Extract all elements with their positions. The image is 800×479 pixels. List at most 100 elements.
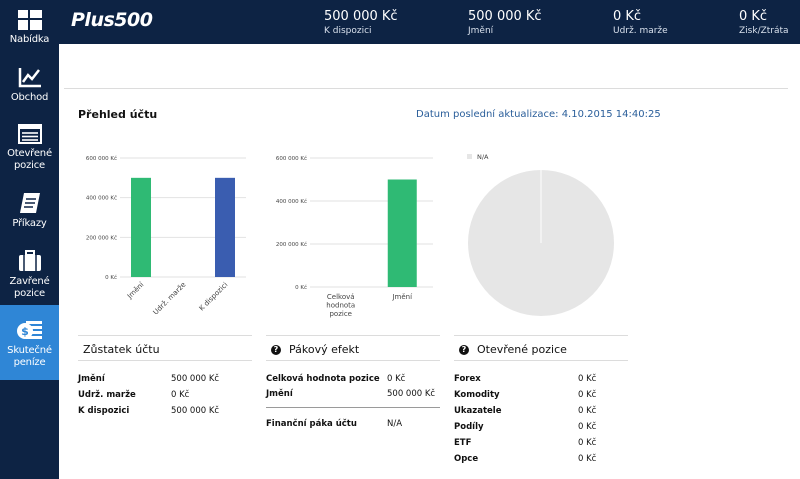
open-position-row: Opce 0 Kč (454, 454, 628, 466)
y-tick-label: 400 000 Kč (86, 195, 117, 202)
panel-divider (78, 360, 252, 361)
briefcase-icon (18, 250, 41, 271)
sidebar-item-prikazy[interactable]: Příkazy (0, 192, 59, 230)
balance-title: Zůstatek účtu (83, 343, 160, 356)
x-tick-label: Jmění (125, 280, 146, 301)
panel-divider (78, 335, 252, 336)
row-value: 0 Kč (578, 390, 597, 400)
leverage-total-divider (266, 407, 440, 408)
panel-divider (266, 335, 440, 336)
row-label: Jmění (78, 374, 105, 384)
legend-label: N/A (477, 153, 489, 161)
sidebar-item-nabidka[interactable]: Nabídka (0, 10, 59, 46)
bar[interactable] (215, 177, 235, 277)
y-tick-label: 400 000 Kč (276, 198, 307, 205)
sidebar-item-label: Nabídka (9, 34, 50, 45)
top-bar: Plus500 500 000 Kč K dispozici 500 000 K… (59, 0, 800, 44)
stat-label: Udrž. marže (613, 26, 668, 36)
stat-value: 0 Kč (739, 9, 768, 24)
open-position-row: ETF 0 Kč (454, 438, 628, 450)
open-position-row: Forex 0 Kč (454, 374, 628, 386)
list-icon (17, 124, 42, 144)
row-value: 0 Kč (578, 438, 597, 448)
y-tick-label: 200 000 Kč (276, 241, 307, 248)
row-label: Komodity (454, 390, 500, 400)
balance-row: Udrž. marže 0 Kč (78, 390, 252, 402)
grid-icon (17, 10, 42, 30)
sidebar-item-label: Otevřené pozice (7, 148, 52, 171)
stat-equity: 500 000 Kč Jmění (468, 9, 542, 37)
stat-available: 500 000 Kč K dispozici (324, 9, 398, 37)
line-chart-icon (18, 68, 41, 88)
row-value: 0 Kč (387, 374, 406, 384)
leverage-row: Celková hodnota pozice 0 Kč (266, 374, 440, 386)
row-label: Opce (454, 454, 479, 464)
panel-divider (454, 360, 628, 361)
open-positions-title: ? Otevřené pozice (459, 343, 567, 356)
open-position-row: Podíly 0 Kč (454, 422, 628, 434)
open-position-row: Komodity 0 Kč (454, 390, 628, 402)
row-value: 0 Kč (578, 422, 597, 432)
y-tick-label: 0 Kč (105, 274, 117, 281)
sidebar-item-label: Skutečné peníze (7, 345, 52, 368)
sidebar: Nabídka Obchod Otevřené pozice Příkazy (0, 0, 59, 479)
stat-value: 0 Kč (613, 9, 642, 24)
row-value: 0 Kč (578, 374, 597, 384)
row-value: 0 Kč (578, 454, 597, 464)
last-updated: Datum poslední aktualizace: 4.10.2015 14… (416, 109, 661, 120)
sidebar-item-obchod[interactable]: Obchod (0, 66, 59, 104)
page-title: Přehled účtu (78, 108, 158, 121)
sidebar-item-label: Zavřené pozice (9, 276, 50, 299)
row-label: Udrž. marže (78, 390, 136, 400)
svg-text:$: $ (21, 325, 29, 338)
stat-label: Zisk/Ztráta (739, 26, 789, 36)
row-value: 0 Kč (578, 406, 597, 416)
stat-value: 500 000 Kč (324, 9, 398, 24)
legend-swatch (467, 154, 472, 159)
y-tick-label: 0 Kč (295, 284, 307, 291)
open-positions-pie-chart: N/A (467, 153, 614, 316)
row-value: N/A (387, 419, 403, 429)
leverage-bar-chart: 0 Kč 200 000 Kč 400 000 Kč 600 000 Kč Celkov… (276, 155, 433, 318)
orders-book-icon (19, 193, 40, 213)
sidebar-item-zavrene-pozice[interactable]: Zavřené pozice (0, 250, 59, 300)
row-label: ETF (454, 438, 472, 448)
bar[interactable] (131, 177, 151, 277)
account-bar-chart: 0 Kč 200 000 Kč 400 000 Kč 600 000 Kč Jmění U… (86, 155, 246, 317)
panel-divider (266, 360, 440, 361)
leverage-row: Jmění 500 000 Kč (266, 389, 440, 401)
leverage-title: ? Pákový efekt (271, 343, 359, 356)
bar[interactable] (387, 179, 417, 288)
y-tick-label: 600 000 Kč (276, 155, 307, 162)
leverage-ratio-row: Finanční páka účtu N/A (266, 419, 440, 431)
help-icon[interactable]: ? (459, 344, 469, 355)
open-position-row: Ukazatele 0 Kč (454, 406, 628, 418)
x-tick-label: Udrž. marže (152, 281, 188, 317)
sidebar-item-skutecne-penize[interactable]: $ Skutečné peníze (0, 305, 59, 380)
row-label: Ukazatele (454, 406, 502, 416)
stat-label: Jmění (468, 26, 494, 36)
stat-profit-loss: 0 Kč Zisk/Ztráta (739, 9, 789, 37)
stat-margin: 0 Kč Udrž. marže (613, 9, 668, 37)
row-label: Celková hodnota pozice (266, 374, 380, 384)
row-label: Forex (454, 374, 481, 384)
sidebar-item-label: Příkazy (12, 218, 47, 229)
balance-row: K dispozici 500 000 Kč (78, 406, 252, 418)
sidebar-item-label: Obchod (10, 92, 49, 103)
x-tick-label: Celková hodnota pozice (326, 293, 355, 318)
balance-row: Jmění 500 000 Kč (78, 374, 252, 386)
panel-divider (454, 335, 628, 336)
stat-label: K dispozici (324, 26, 372, 36)
money-icon: $ (16, 321, 42, 339)
x-tick-label: Jmění (391, 293, 413, 301)
y-tick-label: 200 000 Kč (86, 234, 117, 241)
row-value: 0 Kč (171, 390, 190, 400)
help-icon[interactable]: ? (271, 344, 281, 355)
row-label: Jmění (266, 389, 293, 399)
row-value: 500 000 Kč (171, 406, 220, 416)
sidebar-item-otevrene-pozice[interactable]: Otevřené pozice (0, 124, 59, 172)
row-label: Podíly (454, 422, 484, 432)
row-value: 500 000 Kč (171, 374, 220, 384)
row-value: 500 000 Kč (387, 389, 436, 399)
y-tick-label: 600 000 Kč (86, 155, 117, 162)
